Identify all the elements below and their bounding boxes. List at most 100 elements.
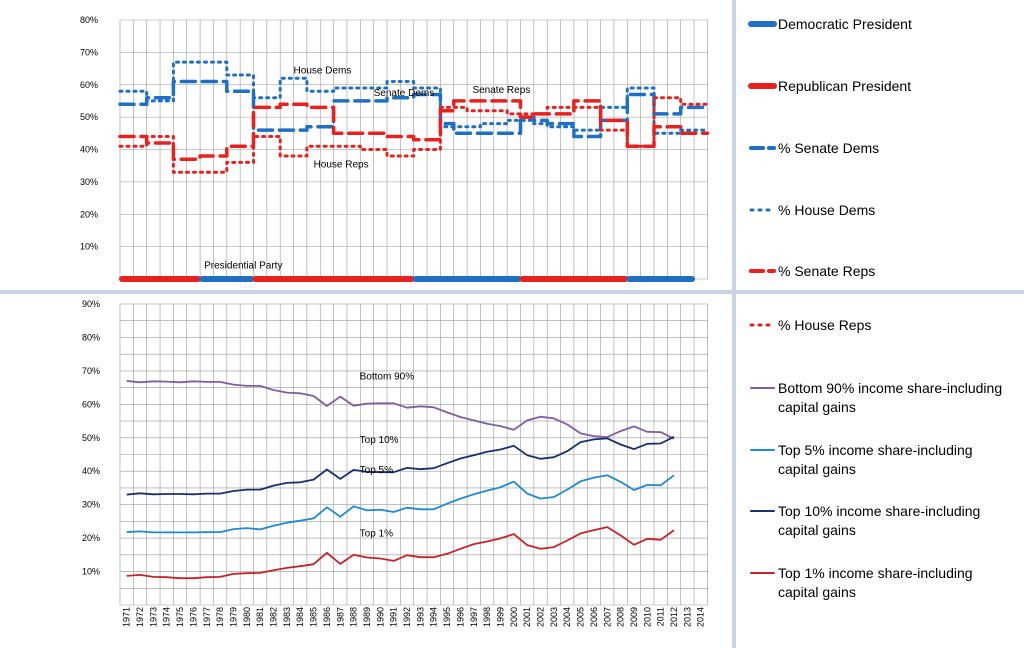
x-tick-label: 1996	[455, 607, 465, 627]
congress-composition-chart: 10% 20% 30% 40% 50% 60% 70% 80% House Dems Senat…	[80, 15, 710, 282]
annotation-label: Senate Reps	[472, 85, 530, 96]
series-line--senate-reps	[118, 99, 710, 161]
legend-label: % House Dems	[778, 202, 875, 218]
y-tick-label: 20%	[82, 533, 100, 543]
x-tick-label: 2011	[656, 607, 666, 626]
series-line--house-dems	[118, 60, 709, 135]
top-chart-y-axis: 10% 20% 30% 40% 50% 60% 70% 80%	[80, 15, 98, 252]
legend-label: Democratic President	[778, 16, 912, 32]
bottom-chart-series	[126, 380, 675, 580]
legend-label: % Senate Dems	[778, 140, 879, 156]
x-tick-label: 1997	[469, 607, 479, 627]
annotation-label: Senate Dems	[374, 88, 435, 99]
series-line-bottom-90-	[126, 380, 675, 440]
y-tick-label: 30%	[80, 177, 98, 187]
series-line-top-5-	[126, 474, 675, 534]
y-tick-label: 40%	[82, 466, 100, 476]
y-tick-label: 80%	[82, 332, 100, 342]
legend-label: Republican President	[778, 78, 911, 94]
x-tick-label: 1985	[309, 607, 319, 627]
y-tick-label: 50%	[82, 433, 100, 443]
x-tick-label: 1981	[255, 607, 265, 627]
annotation-label: Top 1%	[360, 528, 393, 539]
legend-label-continued: capital gains	[778, 522, 856, 538]
y-tick-label: 30%	[82, 500, 100, 510]
x-tick-label: 2006	[589, 607, 599, 627]
annotation-label: Top 5%	[360, 465, 393, 476]
y-tick-label: 40%	[80, 145, 98, 155]
x-tick-label: 1977	[202, 607, 212, 627]
top-chart-series	[118, 60, 710, 174]
x-tick-label: 1979	[228, 607, 238, 627]
bottom-chart-y-axis: 10% 20% 30% 40% 50% 60% 70% 80% 90%	[82, 299, 100, 577]
x-tick-label: 2010	[642, 607, 652, 627]
series-line-top-1-	[126, 526, 675, 580]
annotation-label: House Reps	[314, 159, 369, 170]
x-tick-label: 2013	[682, 607, 692, 627]
y-tick-label: 80%	[80, 15, 98, 25]
x-tick-label: 1992	[402, 607, 412, 627]
annotation-label: Bottom 90%	[360, 371, 415, 382]
legend-label: Top 10% income share-including	[778, 503, 980, 519]
annotation-label: House Dems	[294, 65, 352, 76]
x-tick-label: 1987	[335, 607, 345, 627]
x-tick-label: 1982	[269, 607, 279, 627]
x-tick-label: 1988	[349, 607, 359, 627]
x-tick-label: 2012	[669, 607, 679, 627]
x-tick-label: 1998	[482, 607, 492, 627]
x-tick-label: 1973	[148, 607, 158, 627]
legend-label: Top 5% income share-including	[778, 442, 973, 458]
x-tick-label: 2004	[562, 607, 572, 627]
x-tick-label: 2009	[629, 607, 639, 627]
y-tick-label: 60%	[80, 80, 98, 90]
legend-label: Top 1% income share-including	[778, 565, 973, 581]
legend-label-continued: capital gains	[778, 399, 856, 415]
x-tick-label: 1995	[442, 607, 452, 627]
x-tick-label: 1971	[122, 607, 132, 627]
bottom-chart-x-axis: 1971 1972 1973 1974 1975 1976 1977 1978 1979 1980…	[122, 607, 706, 627]
x-tick-label: 1993	[415, 607, 425, 627]
x-tick-label: 1986	[322, 607, 332, 627]
x-tick-label: 2014	[696, 607, 706, 627]
y-tick-label: 10%	[80, 242, 98, 252]
x-tick-label: 2003	[549, 607, 559, 627]
x-tick-label: 1991	[389, 607, 399, 627]
x-tick-label: 1984	[295, 607, 305, 627]
x-tick-label: 2005	[576, 607, 586, 627]
y-tick-label: 50%	[80, 112, 98, 122]
top-chart-annotations: House Dems Senate Dems Senate Reps House Re…	[204, 65, 530, 271]
annotation-label: Top 10%	[360, 435, 399, 446]
legend-label-continued: capital gains	[778, 584, 856, 600]
x-tick-label: 2000	[509, 607, 519, 627]
x-tick-label: 2001	[522, 607, 532, 627]
x-tick-label: 1990	[375, 607, 385, 627]
income-share-chart: 10% 20% 30% 40% 50% 60% 70% 80% 90% 1971 1972 1973…	[82, 299, 708, 627]
series-line--house-reps	[118, 96, 709, 174]
x-tick-label: 1989	[362, 607, 372, 627]
x-tick-label: 1999	[495, 607, 505, 627]
x-tick-label: 1974	[162, 607, 172, 627]
x-tick-label: 2007	[602, 607, 612, 627]
x-tick-label: 1994	[429, 607, 439, 627]
x-tick-label: 1978	[215, 607, 225, 627]
series-line--senate-dems	[118, 79, 710, 139]
legend-label: % Senate Reps	[778, 263, 875, 279]
y-tick-label: 70%	[80, 47, 98, 57]
x-tick-label: 1975	[175, 607, 185, 627]
legend-label: Bottom 90% income share-including	[778, 380, 1002, 396]
x-tick-label: 1972	[135, 607, 145, 627]
bottom-chart-gridlines	[119, 303, 708, 606]
y-tick-label: 90%	[82, 299, 100, 309]
legend-label: % House Reps	[778, 317, 871, 333]
y-tick-label: 60%	[82, 399, 100, 409]
x-tick-label: 2008	[616, 607, 626, 627]
y-tick-label: 20%	[80, 209, 98, 219]
bottom-chart-annotations: Bottom 90% Top 10% Top 5% Top 1%	[360, 371, 415, 539]
annotation-label: Presidential Party	[204, 261, 282, 272]
y-tick-label: 10%	[82, 567, 100, 577]
legend-label-continued: capital gains	[778, 461, 856, 477]
x-tick-label: 1976	[188, 607, 198, 627]
series-line-top-10-	[126, 435, 675, 496]
